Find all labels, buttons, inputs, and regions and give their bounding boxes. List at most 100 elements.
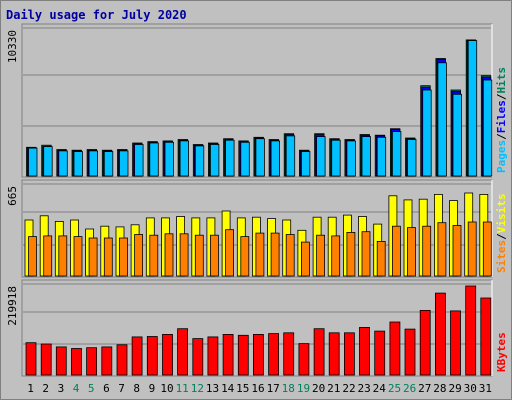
bar-sites-day-18 bbox=[285, 234, 295, 277]
bar-pages-day-30 bbox=[467, 40, 478, 177]
bar-sites-day-27 bbox=[422, 225, 432, 277]
bar-pages-day-20 bbox=[316, 136, 326, 177]
bar-pages-day-2 bbox=[43, 146, 53, 177]
bar-pages-day-16 bbox=[255, 138, 265, 177]
bar-pages-day-21 bbox=[331, 139, 341, 177]
bar-kbytes-day-1 bbox=[25, 342, 37, 376]
bar-sites-day-22 bbox=[346, 231, 356, 277]
bar-sites-day-31 bbox=[482, 221, 492, 277]
bar-sites-day-7 bbox=[119, 237, 128, 277]
bar-kbytes-day-16 bbox=[252, 333, 264, 376]
bar-sites-day-5 bbox=[88, 237, 98, 277]
panel-visits: 665 Sites/Visits bbox=[6, 179, 508, 278]
panel-kbytes: 219918 KBytes bbox=[6, 279, 508, 377]
x-tick-label-day-11: 11 bbox=[176, 382, 189, 395]
legend-hits: Hits bbox=[495, 67, 508, 94]
bar-kbytes-day-9 bbox=[146, 336, 158, 376]
bar-sites-day-16 bbox=[255, 232, 265, 277]
panel-visits-legend: Sites/Visits bbox=[495, 194, 508, 274]
bar-sites-day-15 bbox=[240, 236, 250, 277]
panels-layer: 10330Pages/Files/Hits665Sites/Visits2199… bbox=[6, 23, 508, 377]
bar-pages-day-22 bbox=[346, 140, 356, 177]
bar-pages-day-10 bbox=[164, 141, 174, 177]
bar-kbytes-day-3 bbox=[55, 346, 67, 376]
bar-pages-day-28 bbox=[437, 62, 447, 177]
bar-pages-day-23 bbox=[361, 136, 371, 177]
bar-kbytes-day-15 bbox=[237, 334, 249, 376]
bar-kbytes-day-20 bbox=[313, 328, 325, 376]
x-tick-label-day-4: 4 bbox=[73, 382, 80, 395]
bar-pages-day-26 bbox=[407, 139, 417, 177]
bar-pages-day-15 bbox=[240, 141, 250, 177]
bar-pages-day-13 bbox=[209, 144, 220, 177]
bar-sites-day-10 bbox=[164, 233, 174, 277]
bar-pages-day-12 bbox=[194, 145, 205, 177]
bar-pages-day-1 bbox=[28, 147, 38, 177]
x-tick-label-day-28: 28 bbox=[433, 382, 446, 395]
bar-pages-day-31 bbox=[482, 79, 493, 177]
x-tick-label-day-15: 15 bbox=[236, 382, 249, 395]
bar-kbytes-day-31 bbox=[480, 297, 492, 376]
legend-separator: / bbox=[495, 93, 508, 100]
bar-sites-day-2 bbox=[43, 235, 53, 277]
bar-sites-day-28 bbox=[437, 222, 447, 277]
bar-kbytes-day-29 bbox=[450, 310, 461, 376]
panel-kbytes-legend: KBytes bbox=[495, 332, 508, 372]
bar-pages-day-27 bbox=[422, 89, 432, 177]
panel-hits-legend: Pages/Files/Hits bbox=[495, 67, 508, 173]
bar-kbytes-day-27 bbox=[419, 309, 431, 376]
x-tick-label-day-26: 26 bbox=[403, 382, 416, 395]
legend-separator: / bbox=[495, 233, 508, 240]
x-tick-label-day-29: 29 bbox=[448, 382, 461, 395]
bar-pages-day-11 bbox=[179, 140, 190, 177]
legend-separator: / bbox=[495, 133, 508, 140]
bar-kbytes-day-11 bbox=[177, 328, 189, 376]
legend-sites: Sites bbox=[495, 240, 508, 273]
bar-sites-day-6 bbox=[103, 237, 113, 277]
bar-pages-day-29 bbox=[452, 93, 462, 177]
bar-sites-day-21 bbox=[331, 235, 341, 277]
legend-files: Files bbox=[495, 100, 508, 133]
bar-pages-day-25 bbox=[391, 131, 402, 177]
x-tick-label-day-22: 22 bbox=[342, 382, 355, 395]
bar-sites-day-20 bbox=[316, 234, 326, 277]
bar-sites-day-24 bbox=[376, 240, 386, 277]
bar-pages-day-7 bbox=[119, 150, 129, 177]
bar-kbytes-day-24 bbox=[374, 330, 386, 376]
x-tick-label-day-31: 31 bbox=[479, 382, 492, 395]
bar-sites-day-30 bbox=[467, 221, 477, 277]
bar-kbytes-day-23 bbox=[359, 326, 370, 376]
bar-sites-day-3 bbox=[58, 235, 68, 277]
bar-kbytes-day-2 bbox=[40, 343, 52, 376]
bar-kbytes-day-25 bbox=[389, 321, 401, 376]
bar-pages-day-19 bbox=[300, 151, 311, 177]
x-tick-label-day-8: 8 bbox=[133, 382, 140, 395]
x-tick-label-day-10: 10 bbox=[160, 382, 173, 395]
bar-kbytes-day-10 bbox=[162, 333, 173, 376]
x-tick-label-day-3: 3 bbox=[58, 382, 65, 395]
bar-kbytes-day-6 bbox=[101, 346, 113, 376]
bar-sites-day-13 bbox=[209, 234, 219, 277]
bar-sites-day-14 bbox=[225, 229, 235, 277]
bar-kbytes-day-14 bbox=[222, 333, 234, 376]
bar-kbytes-day-19 bbox=[298, 343, 310, 376]
x-tick-label-day-16: 16 bbox=[251, 382, 264, 395]
x-tick-label-day-5: 5 bbox=[88, 382, 95, 395]
bar-pages-day-14 bbox=[225, 139, 235, 177]
bar-pages-day-24 bbox=[376, 136, 387, 177]
x-tick-label-day-7: 7 bbox=[118, 382, 125, 395]
bar-kbytes-day-21 bbox=[328, 332, 340, 376]
x-tick-label-day-24: 24 bbox=[373, 382, 387, 395]
bar-sites-day-8 bbox=[134, 234, 144, 277]
panel-kbytes-max-label: 219918 bbox=[6, 286, 19, 326]
x-tick-label-day-20: 20 bbox=[312, 382, 325, 395]
x-tick-label-day-30: 30 bbox=[464, 382, 477, 395]
bar-pages-day-17 bbox=[270, 140, 281, 177]
bar-sites-day-29 bbox=[452, 225, 462, 277]
bar-kbytes-day-12 bbox=[192, 338, 204, 376]
bar-pages-day-5 bbox=[88, 150, 98, 177]
bar-pages-day-6 bbox=[103, 151, 114, 177]
bar-sites-day-23 bbox=[361, 231, 371, 277]
